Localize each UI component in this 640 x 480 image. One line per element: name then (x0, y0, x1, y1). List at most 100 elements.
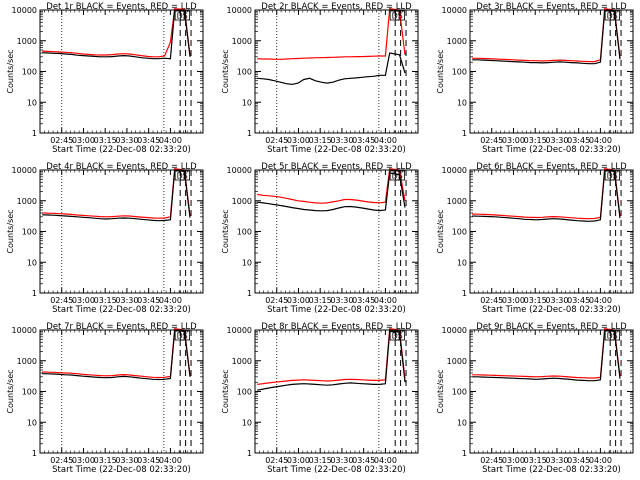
y-tick-label: 10 (457, 418, 467, 427)
y-axis-label: Counts/sec (221, 369, 230, 413)
chart-title: Det 1r BLACK = Events, RED = LLD (46, 2, 197, 12)
y-tick-label: 100 (452, 228, 467, 237)
chart-title: Det 7r BLACK = Events, RED = LLD (46, 322, 197, 332)
marker-label-s: S (398, 172, 403, 181)
x-tick-label: 03:45 (137, 456, 160, 465)
x-tick-label: 03:45 (567, 296, 590, 305)
x-tick-label: 03:30 (545, 136, 568, 145)
marker-box-s (395, 170, 406, 181)
x-axis-label: Start Time (22-Dec-08 02:33:20) (482, 305, 621, 315)
x-tick-label: 04:00 (159, 136, 182, 145)
x-axis-label: Start Time (22-Dec-08 02:33:20) (482, 465, 621, 475)
marker-label-d: D (607, 12, 613, 21)
plot-frame (39, 9, 204, 134)
series-line-red (472, 168, 621, 220)
x-axis-label: Start Time (22-Dec-08 02:33:20) (267, 145, 406, 155)
marker-box-d (604, 330, 615, 341)
series-line-black (472, 330, 621, 382)
marker-label-s: S (398, 332, 403, 341)
marker-label-s: S (183, 172, 188, 181)
y-tick-label: 10000 (442, 326, 467, 335)
series-line-red (42, 8, 191, 58)
series-line-red (257, 328, 406, 385)
x-tick-label: 03:45 (567, 136, 590, 145)
y-tick-label: 10000 (227, 166, 252, 175)
x-tick-label: 03:00 (502, 136, 525, 145)
y-axis-label: Counts/sec (6, 369, 15, 413)
x-tick-label: 03:30 (115, 456, 138, 465)
series-line-black (42, 170, 191, 222)
x-tick-label: 04:00 (589, 136, 612, 145)
marker-label-d: D (177, 332, 183, 341)
chart-title: Det 8r BLACK = Events, RED = LLD (261, 322, 412, 332)
x-tick-label: 03:00 (72, 136, 95, 145)
x-axis-label: Start Time (22-Dec-08 02:33:20) (267, 305, 406, 315)
marker-box-d (604, 10, 615, 21)
x-tick-label: 03:15 (524, 296, 547, 305)
y-axis-label: Counts/sec (436, 49, 445, 93)
chart-title: Det 4r BLACK = Events, RED = LLD (46, 162, 197, 172)
x-axis-label: Start Time (22-Dec-08 02:33:20) (52, 465, 191, 475)
x-tick-label: 04:00 (159, 456, 182, 465)
plot-frame (254, 329, 419, 454)
x-tick-label: 03:15 (94, 136, 117, 145)
plot-frame (39, 169, 204, 294)
x-axis-label: Start Time (22-Dec-08 02:33:20) (52, 305, 191, 315)
x-tick-label: 02:45 (480, 296, 503, 305)
y-tick-label: 1 (462, 289, 467, 298)
y-tick-label: 100 (237, 388, 252, 397)
x-tick-label: 04:00 (159, 296, 182, 305)
x-axis-label: Start Time (22-Dec-08 02:33:20) (482, 145, 621, 155)
y-axis-label: Counts/sec (221, 49, 230, 93)
y-tick-label: 1000 (17, 197, 37, 206)
y-tick-label: 100 (237, 68, 252, 77)
marker-label-s: S (183, 332, 188, 341)
plot-frame (254, 169, 419, 294)
y-tick-label: 10 (457, 258, 467, 267)
y-tick-label: 1 (32, 449, 37, 458)
y-axis-label: Counts/sec (6, 49, 15, 93)
x-tick-label: 02:45 (480, 456, 503, 465)
series-line-black (42, 9, 191, 60)
marker-label-d: D (392, 332, 398, 341)
plot-frame (469, 9, 634, 134)
x-tick-label: 02:45 (265, 296, 288, 305)
plot-frame (469, 169, 634, 294)
x-tick-label: 03:30 (115, 136, 138, 145)
x-tick-label: 03:45 (567, 456, 590, 465)
x-tick-label: 03:30 (545, 456, 568, 465)
y-axis-label: Counts/sec (436, 209, 445, 253)
series-line-red (472, 8, 621, 63)
y-tick-label: 10000 (442, 166, 467, 175)
x-tick-label: 04:00 (589, 456, 612, 465)
series-line-red (257, 8, 406, 60)
x-tick-label: 03:15 (94, 456, 117, 465)
x-axis-label: Start Time (22-Dec-08 02:33:20) (267, 465, 406, 475)
y-tick-label: 100 (22, 68, 37, 77)
marker-box-d (174, 10, 185, 21)
x-tick-label: 03:45 (137, 296, 160, 305)
marker-label-s: S (183, 12, 188, 21)
marker-box-s (180, 170, 191, 181)
y-tick-label: 1 (462, 449, 467, 458)
marker-box-s (610, 10, 621, 21)
y-tick-label: 1000 (232, 37, 252, 46)
marker-box-d (174, 330, 185, 341)
x-tick-label: 04:00 (374, 296, 397, 305)
y-tick-label: 10000 (442, 6, 467, 15)
y-tick-label: 10 (27, 418, 37, 427)
x-tick-label: 03:30 (330, 296, 353, 305)
y-tick-label: 10000 (12, 6, 37, 15)
marker-label-s: S (613, 172, 618, 181)
y-tick-label: 1000 (232, 357, 252, 366)
plot-frame (39, 329, 204, 454)
y-tick-label: 1 (462, 129, 467, 138)
marker-label-d: D (177, 12, 183, 21)
x-tick-label: 02:45 (50, 296, 73, 305)
marker-box-s (395, 10, 406, 21)
y-tick-label: 10 (242, 98, 252, 107)
marker-box-s (610, 330, 621, 341)
